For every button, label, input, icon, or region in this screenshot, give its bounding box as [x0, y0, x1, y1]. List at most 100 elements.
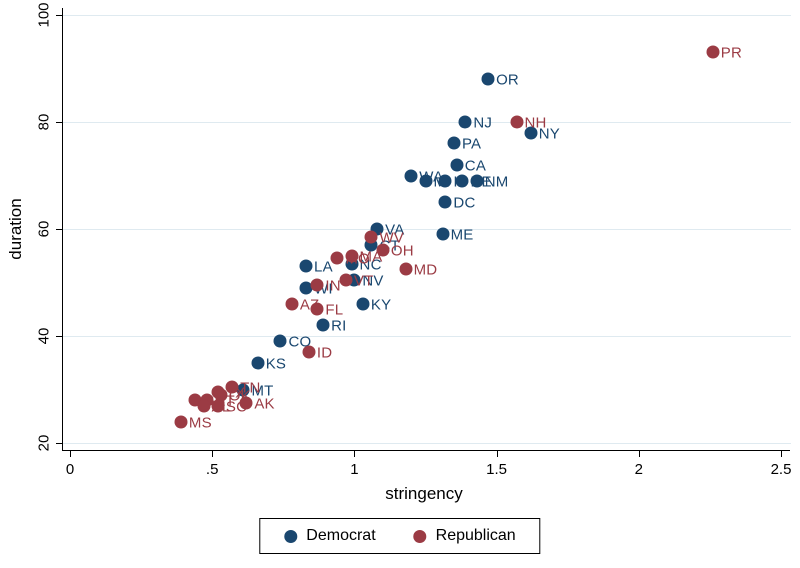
point-label: VA [385, 221, 405, 239]
x-tick [781, 451, 782, 457]
data-point [302, 345, 316, 359]
y-tick-label: 80 [35, 113, 53, 131]
legend-item-republican: Republican [413, 527, 516, 545]
point-label: KY [370, 296, 392, 314]
data-point [470, 174, 484, 188]
democrat-marker-icon [284, 529, 298, 543]
legend-label-democrat: Democrat [306, 527, 376, 544]
gridline [63, 15, 791, 16]
y-tick [56, 336, 62, 337]
data-point [174, 415, 188, 429]
point-label: IN [325, 277, 341, 295]
point-label: PR [720, 44, 742, 62]
x-axis-title: stringency [385, 484, 463, 503]
data-point [510, 115, 523, 129]
data-point [211, 399, 225, 413]
legend: Democrat Republican [259, 518, 541, 554]
legend-label-republican: Republican [435, 527, 516, 544]
x-tick-label: 1 [350, 461, 359, 478]
y-tick [56, 122, 62, 123]
y-tick-label: 100 [35, 2, 53, 28]
point-label: FL [325, 301, 344, 319]
data-point [450, 158, 464, 172]
data-point [339, 273, 353, 287]
data-point [399, 262, 413, 276]
x-tick [354, 451, 356, 457]
data-point [436, 227, 450, 241]
x-tick-label: .5 [205, 461, 219, 478]
data-point [299, 259, 313, 273]
x-axis-line [62, 450, 790, 451]
x-tick-label: 1.5 [486, 461, 508, 478]
point-label: ME [450, 226, 474, 244]
point-label: RI [331, 317, 347, 335]
point-label: AK [254, 395, 275, 413]
data-point [239, 396, 253, 410]
data-point [310, 278, 324, 292]
x-tick-label: 0 [65, 461, 75, 478]
point-label: MA [359, 248, 383, 266]
x-tick [638, 451, 640, 457]
data-point [236, 383, 250, 396]
data-point [285, 297, 299, 311]
point-label: NH [524, 114, 547, 132]
point-label: TX [225, 384, 246, 402]
y-tick [56, 443, 62, 444]
data-point [524, 126, 538, 140]
point-label: NJ [473, 114, 493, 132]
data-point [481, 72, 495, 86]
x-tick [496, 451, 498, 457]
point-label: NM [484, 173, 509, 191]
point-label: LA [314, 258, 333, 276]
data-point [376, 243, 390, 257]
point-label: NV [362, 272, 384, 290]
data-point [251, 356, 265, 370]
x-tick [212, 451, 214, 457]
y-tick-label: 40 [35, 327, 53, 345]
gridline [63, 229, 791, 230]
data-point [364, 230, 378, 244]
data-point [299, 281, 313, 295]
data-point [438, 174, 452, 188]
x-tick [70, 451, 71, 457]
y-tick [56, 229, 62, 230]
point-label: TN [240, 379, 261, 397]
gridline [63, 336, 791, 337]
point-label: MS [188, 414, 212, 432]
point-label: VT [353, 272, 374, 290]
point-label: NC [359, 256, 382, 274]
point-label: KS [265, 355, 287, 373]
gridline [63, 443, 791, 444]
legend-item-democrat: Democrat [284, 527, 376, 545]
data-point [706, 45, 720, 59]
data-point [345, 249, 359, 263]
data-point [404, 169, 418, 182]
point-label: NY [538, 125, 560, 143]
point-label: DC [453, 194, 476, 212]
data-point [447, 136, 461, 150]
data-point [458, 115, 472, 129]
data-point [214, 388, 228, 402]
point-label: OR [496, 71, 519, 89]
data-point [273, 334, 287, 348]
point-label: CA [464, 157, 487, 175]
point-label: MT [251, 382, 274, 399]
data-point [455, 174, 469, 188]
data-point [225, 380, 239, 394]
data-point [330, 251, 344, 265]
y-axis-line [62, 8, 63, 450]
gridline [63, 122, 791, 123]
point-label: OH [390, 242, 414, 260]
point-label: WV [379, 229, 405, 247]
x-tick-label: 2 [634, 461, 643, 478]
point-label: MD [413, 261, 438, 279]
republican-marker-icon [413, 529, 427, 543]
y-tick [56, 15, 62, 16]
data-point [356, 297, 370, 311]
x-tick-label: 2.5 [770, 461, 792, 478]
data-point [197, 399, 211, 413]
data-point [419, 174, 432, 188]
point-label: MO [345, 250, 370, 268]
